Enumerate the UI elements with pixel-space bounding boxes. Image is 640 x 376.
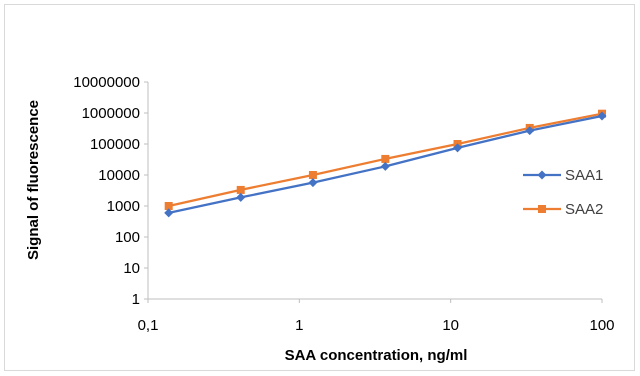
y-tick-label: 100000 — [90, 136, 140, 153]
data-point-saa2 — [237, 186, 245, 194]
x-axis-ticks: 0,1 1 10 100 — [138, 299, 615, 334]
legend: SAA1 SAA2 — [523, 167, 603, 218]
legend-label-saa2: SAA2 — [565, 201, 603, 218]
y-tick-label: 1000 — [107, 198, 140, 215]
series-saa2 — [165, 110, 606, 210]
data-point-saa1 — [381, 162, 390, 171]
y-tick-label: 1 — [132, 291, 140, 308]
legend-label-saa1: SAA1 — [565, 167, 603, 184]
y-axis-ticks: 1 10 100 1000 10000 100000 1000000 10000000 — [73, 74, 148, 308]
x-tick-label: 100 — [589, 317, 614, 334]
x-tick-label: 1 — [295, 317, 303, 334]
y-tick-label: 10000000 — [73, 74, 140, 91]
legend-swatch-marker — [538, 171, 547, 180]
legend-item-saa1: SAA1 — [523, 167, 603, 184]
y-tick-label: 10 — [123, 260, 140, 277]
y-tick-label: 10000 — [98, 167, 140, 184]
y-tick-label: 100 — [115, 229, 140, 246]
series-saa1 — [164, 112, 606, 218]
data-point-saa2 — [309, 171, 317, 179]
x-tick-label: 10 — [442, 317, 459, 334]
y-axis-title: Signal of fluorescence — [25, 100, 42, 260]
data-point-saa1 — [236, 193, 245, 202]
data-point-saa1 — [308, 178, 317, 187]
legend-swatch-marker — [538, 205, 546, 213]
y-tick-label: 1000000 — [82, 105, 140, 122]
data-point-saa2 — [381, 155, 389, 163]
x-tick-label: 0,1 — [138, 317, 159, 334]
x-axis-title: SAA concentration, ng/ml — [285, 347, 468, 364]
series-layer — [164, 110, 606, 218]
legend-item-saa2: SAA2 — [523, 201, 603, 218]
